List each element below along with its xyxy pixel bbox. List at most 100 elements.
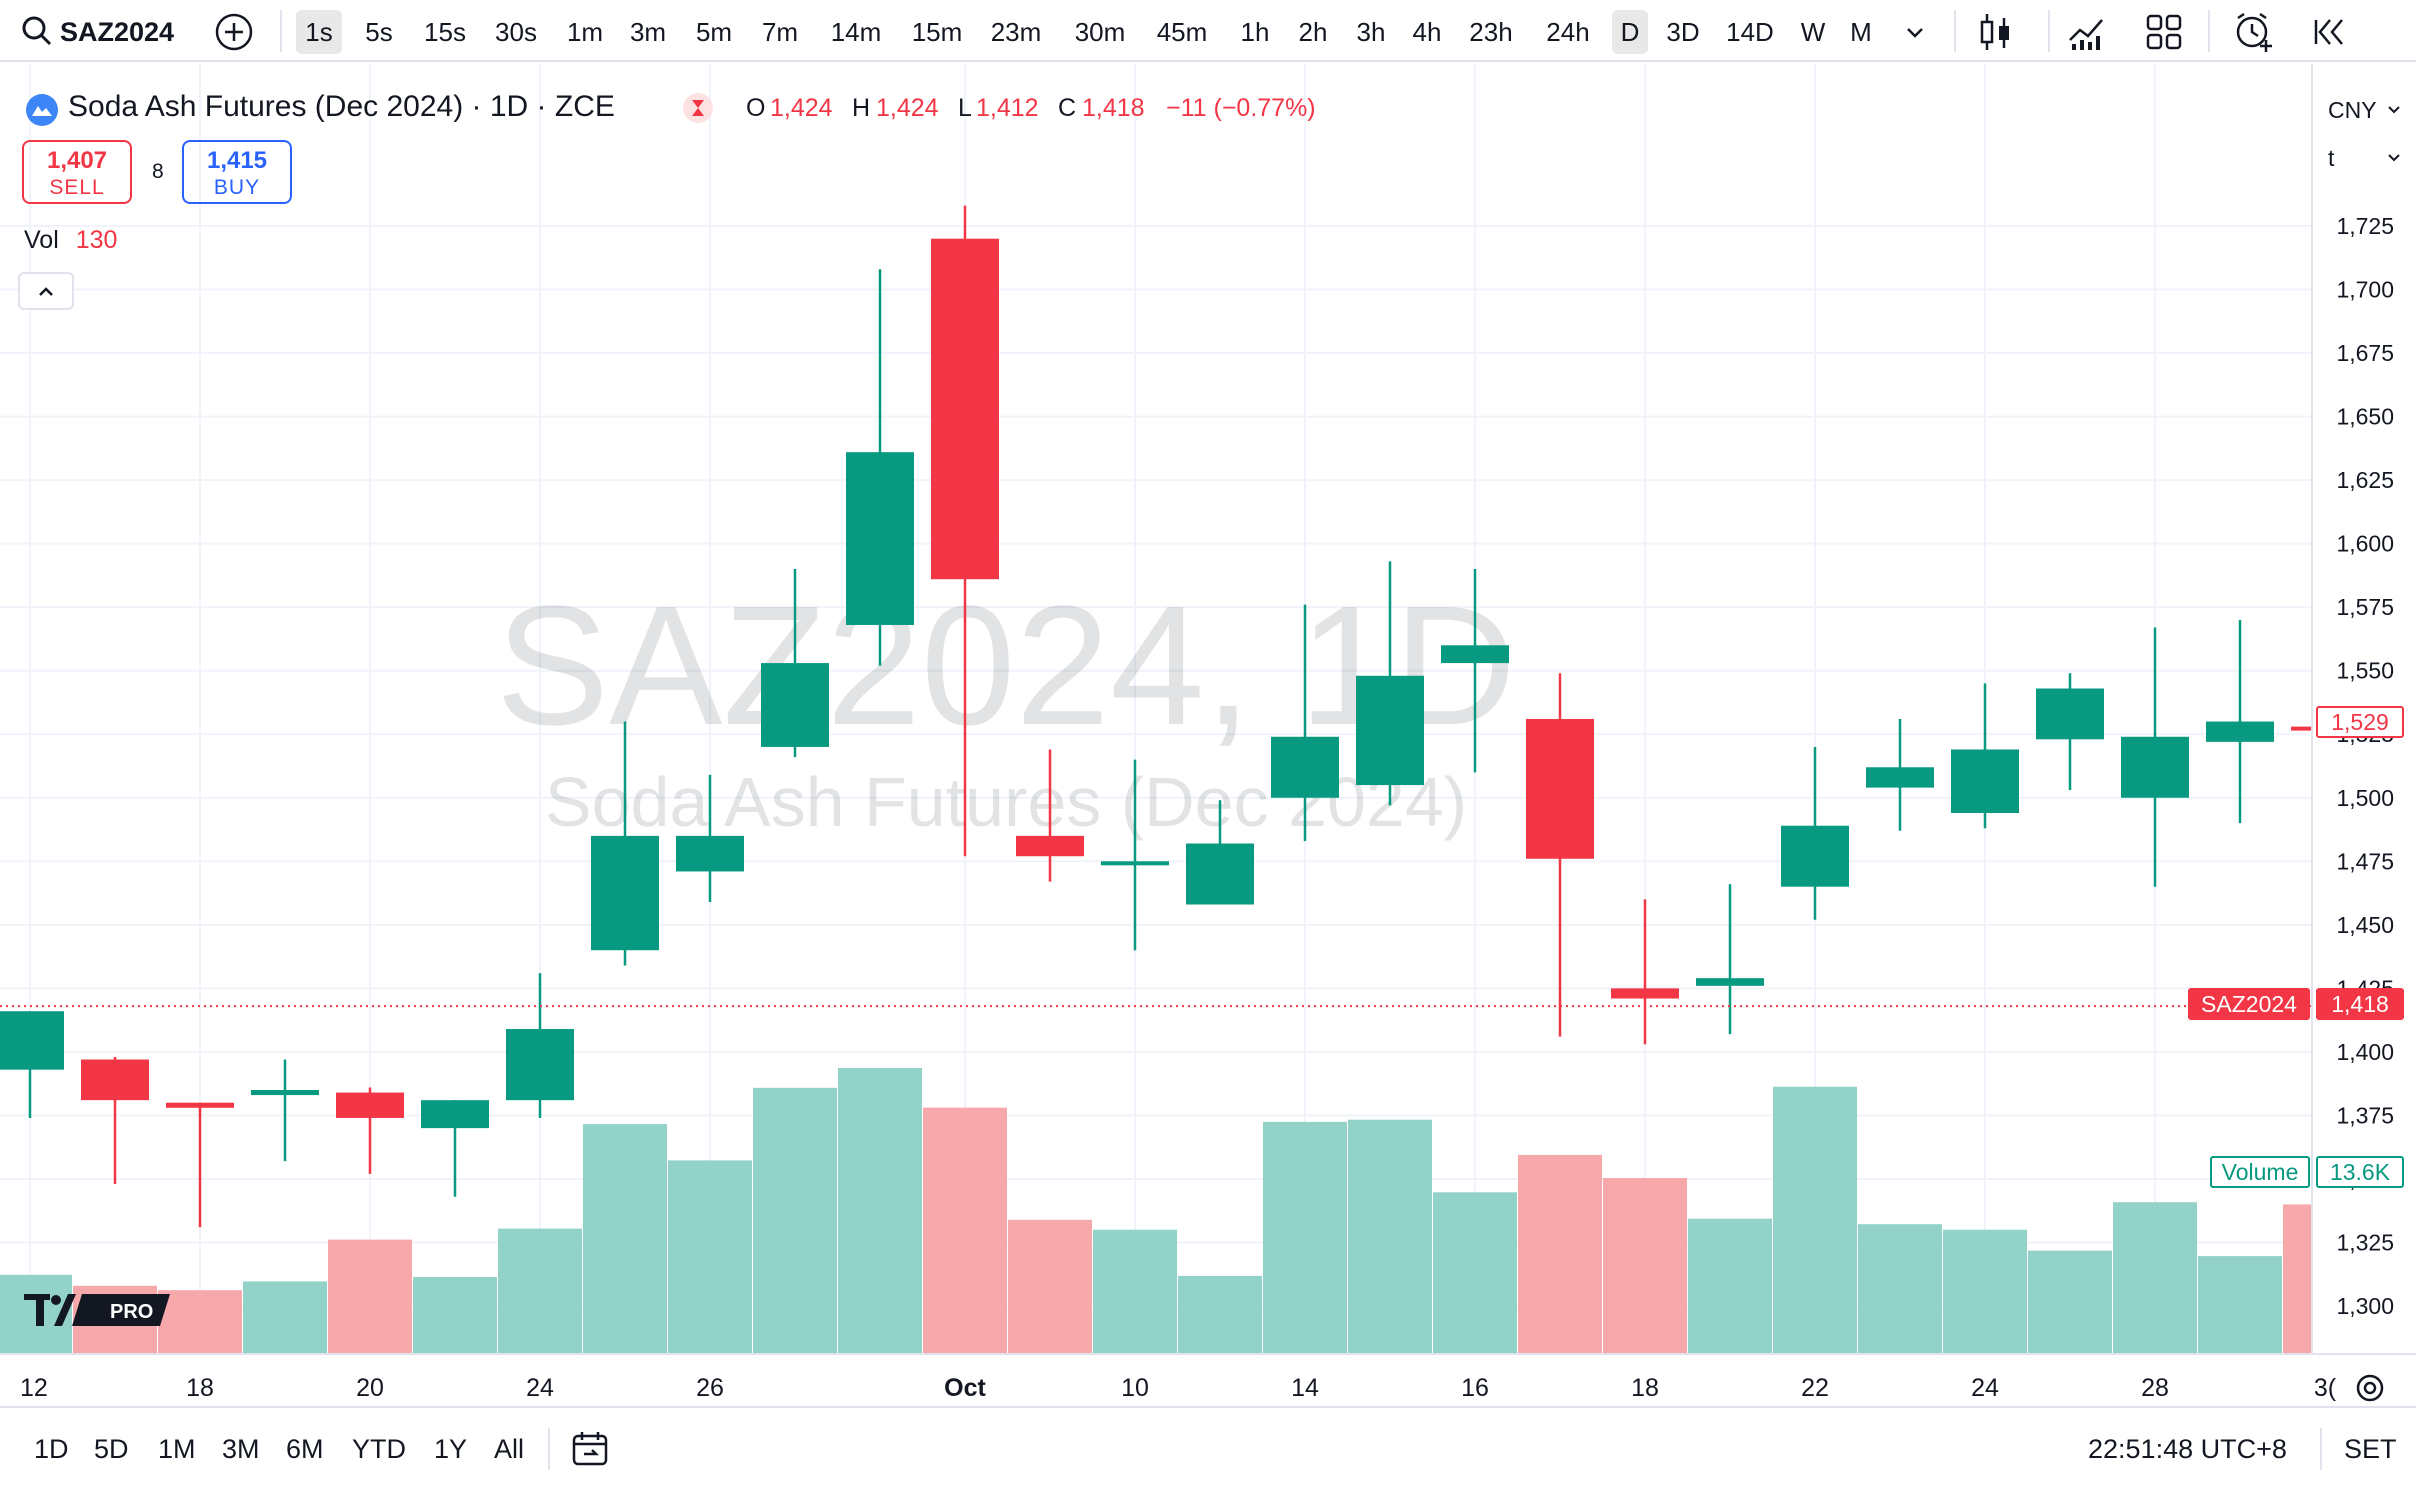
price-tick-label: 1,300 bbox=[2336, 1293, 2394, 1319]
current-symbol-text: SAZ2024 bbox=[2201, 991, 2297, 1017]
time-tick-label: 22 bbox=[1801, 1374, 1829, 1402]
current-symbol-tag[interactable]: SAZ2024 bbox=[2188, 988, 2310, 1020]
indicators-icon[interactable] bbox=[2066, 10, 2110, 59]
interval-1h[interactable]: 1h bbox=[1240, 17, 1270, 47]
range-5d[interactable]: 5D bbox=[94, 1434, 129, 1464]
range-all[interactable]: All bbox=[494, 1434, 525, 1464]
candle-body bbox=[1526, 718, 1594, 859]
sell-label: SELL bbox=[49, 176, 105, 199]
interval-3m[interactable]: 3m bbox=[629, 17, 667, 47]
interval-5m[interactable]: 5m bbox=[695, 17, 733, 47]
symbol-search-input[interactable]: SAZ2024 bbox=[60, 17, 175, 47]
chart-area[interactable]: SAZ2024, 1D Soda Ash Futures (Dec 2024) 1,… bbox=[0, 64, 2416, 1404]
interval-1m[interactable]: 1m bbox=[566, 17, 604, 47]
toolbar-divider bbox=[548, 1428, 550, 1470]
interval-d[interactable]: D bbox=[1612, 10, 1648, 54]
time-axis bbox=[0, 1354, 2416, 1404]
interval-30s[interactable]: 30s bbox=[495, 17, 537, 47]
volume-bar bbox=[668, 1160, 752, 1354]
add-symbol-icon[interactable] bbox=[214, 12, 254, 57]
sell-button[interactable]: 1,407 SELL bbox=[22, 140, 132, 204]
volume-series-label: Volume bbox=[2221, 1159, 2299, 1185]
volume-value-text: 13.6K bbox=[2329, 1159, 2391, 1185]
interval-3h[interactable]: 3h bbox=[1356, 17, 1386, 47]
range-6m[interactable]: 6M bbox=[286, 1434, 324, 1464]
market-closed-icon[interactable] bbox=[682, 92, 714, 129]
price-tick-label: 1,575 bbox=[2336, 594, 2394, 620]
candle-body bbox=[1356, 675, 1424, 786]
range-1m[interactable]: 1M bbox=[158, 1434, 196, 1464]
intervals-dropdown-icon[interactable] bbox=[1900, 18, 1930, 53]
range-ytd[interactable]: YTD bbox=[352, 1434, 406, 1464]
go-to-date-icon[interactable] bbox=[570, 1430, 612, 1475]
clock-time[interactable]: 22:51:48 UTC+8 bbox=[2088, 1434, 2287, 1464]
interval-w[interactable]: W bbox=[1800, 17, 1826, 47]
buy-button[interactable]: 1,415 BUY bbox=[182, 140, 292, 204]
volume-value-tag: 13.6K bbox=[2316, 1156, 2404, 1188]
layouts-icon[interactable] bbox=[2144, 12, 2184, 57]
ohlc-high-label: H bbox=[852, 94, 871, 122]
candle-body bbox=[846, 452, 914, 625]
volume-series-tag[interactable]: Volume bbox=[2210, 1156, 2310, 1188]
interval-m[interactable]: M bbox=[1850, 17, 1872, 47]
unit-select[interactable]: t bbox=[2318, 138, 2406, 178]
volume-bar bbox=[583, 1124, 667, 1354]
interval-24h[interactable]: 24h bbox=[1546, 17, 1590, 47]
interval-7m[interactable]: 7m bbox=[761, 17, 799, 47]
candle-body bbox=[1101, 861, 1169, 866]
candle-body bbox=[1781, 825, 1849, 887]
candle-body bbox=[1866, 767, 1934, 788]
interval-5s[interactable]: 5s bbox=[365, 17, 393, 47]
price-tick-label: 1,400 bbox=[2336, 1039, 2394, 1065]
buy-label: BUY bbox=[213, 176, 261, 199]
interval-30m[interactable]: 30m bbox=[1074, 17, 1126, 47]
interval-3d[interactable]: 3D bbox=[1666, 17, 1700, 47]
chevron-up-icon bbox=[39, 287, 53, 297]
candles-chart-type-icon[interactable] bbox=[1976, 10, 2016, 59]
interval-15s[interactable]: 15s bbox=[424, 17, 466, 47]
interval-45m[interactable]: 45m bbox=[1156, 17, 1208, 47]
interval-23m[interactable]: 23m bbox=[990, 17, 1042, 47]
interval-4h[interactable]: 4h bbox=[1412, 17, 1442, 47]
alert-clock-icon[interactable] bbox=[2232, 10, 2276, 59]
candle-body bbox=[166, 1102, 234, 1108]
symbol-logo-icon bbox=[24, 92, 60, 133]
interval-15m[interactable]: 15m bbox=[911, 17, 963, 47]
time-tick-label: 24 bbox=[526, 1374, 554, 1402]
volume-bar bbox=[923, 1107, 1007, 1354]
time-tick-label: Oct bbox=[944, 1374, 986, 1402]
volume-legend[interactable]: Vol 130 bbox=[24, 226, 117, 255]
volume-bar bbox=[243, 1281, 327, 1354]
interval-14m[interactable]: 14m bbox=[830, 17, 882, 47]
interval-1s[interactable]: 1s bbox=[296, 10, 342, 54]
axis-settings-icon[interactable] bbox=[2352, 1370, 2388, 1411]
price-tick-label: 1,375 bbox=[2336, 1102, 2394, 1128]
volume-bar bbox=[413, 1277, 497, 1354]
volume-bar bbox=[1178, 1275, 1262, 1354]
ohlc-open-value: 1,424 bbox=[770, 94, 833, 122]
volume-bar bbox=[1433, 1192, 1517, 1354]
tradingview-pro-logo[interactable]: PRO bbox=[24, 1290, 170, 1330]
last-bar-price-tag: 1,529 bbox=[2316, 706, 2404, 738]
buy-price: 1,415 bbox=[206, 147, 268, 174]
interval-14d[interactable]: 14D bbox=[1726, 17, 1774, 47]
candle-body bbox=[1016, 835, 1084, 857]
replay-icon[interactable] bbox=[2312, 14, 2352, 55]
chart-title[interactable]: Soda Ash Futures (Dec 2024) · 1D · ZCE bbox=[68, 90, 615, 123]
toolbar-divider bbox=[2048, 10, 2050, 52]
search-icon[interactable] bbox=[20, 14, 54, 53]
toolbar-divider bbox=[2320, 1428, 2322, 1470]
session-settings-button[interactable]: SET bbox=[2344, 1434, 2397, 1464]
volume-bar bbox=[1603, 1178, 1687, 1354]
range-3m[interactable]: 3M bbox=[222, 1434, 260, 1464]
interval-2h[interactable]: 2h bbox=[1298, 17, 1328, 47]
ohlc-close-value: 1,418 bbox=[1082, 94, 1145, 122]
volume-bar bbox=[498, 1228, 582, 1354]
currency-select[interactable]: CNY bbox=[2318, 90, 2406, 130]
range-1d[interactable]: 1D bbox=[34, 1434, 69, 1464]
volume-bar bbox=[1688, 1218, 1772, 1354]
interval-23h[interactable]: 23h bbox=[1469, 17, 1513, 47]
collapse-legend-button[interactable] bbox=[18, 272, 74, 310]
range-1y[interactable]: 1Y bbox=[434, 1434, 468, 1464]
